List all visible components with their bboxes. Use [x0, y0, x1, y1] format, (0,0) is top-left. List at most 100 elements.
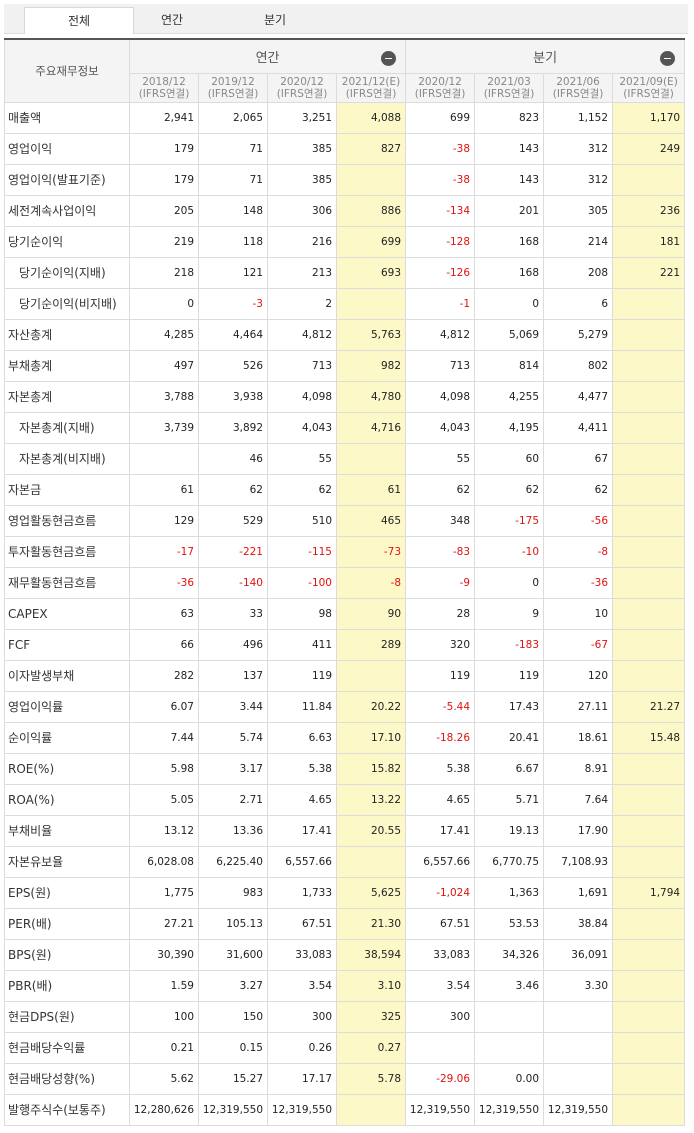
table-cell: 0.27	[335, 1031, 407, 1064]
table-cell: 3,251	[267, 101, 337, 134]
table-cell: 205	[129, 194, 199, 227]
row-label: 영업이익	[4, 132, 130, 165]
table-cell: -38	[405, 163, 476, 196]
table-cell	[405, 1031, 476, 1064]
column-header: 2021/12(E) (IFRS연결)	[335, 72, 407, 103]
table-cell: -10	[474, 535, 545, 568]
table-cell: 12,319,550	[474, 1093, 545, 1126]
collapse-annual-icon[interactable]	[381, 51, 397, 66]
table-cell: 17.41	[405, 814, 476, 847]
table-cell: 33	[198, 597, 268, 630]
table-cell: 98	[267, 597, 337, 630]
table-cell: 62	[405, 473, 476, 506]
row-label: 자산총계	[4, 318, 130, 351]
table-cell: 3.10	[335, 969, 407, 1002]
column-period: 2018/12	[142, 75, 186, 88]
row-label: 당기순이익(비지배)	[4, 287, 130, 320]
table-cell: -56	[543, 504, 614, 537]
table-cell	[612, 566, 686, 599]
table-cell: -9	[405, 566, 476, 599]
row-label: 영업이익(발표기준)	[4, 163, 130, 196]
table-cell: 150	[198, 1000, 268, 1033]
table-cell	[612, 163, 686, 196]
table-cell: 3,739	[129, 411, 199, 444]
row-label: CAPEX	[4, 597, 130, 630]
column-period: 2021/09(E)	[619, 75, 678, 88]
table-cell: 0	[474, 287, 545, 320]
table-row: 현금DPS(원) 100 150 300 325 300	[4, 1000, 686, 1033]
table-cell: 4,780	[335, 380, 407, 413]
row-label: ROA(%)	[4, 783, 130, 816]
table-cell: 6.63	[267, 721, 337, 754]
tab-all[interactable]: 전체	[24, 7, 134, 34]
table-cell	[474, 1031, 545, 1064]
table-cell: 21.30	[335, 907, 407, 940]
column-header: 2020/12 (IFRS연결)	[405, 72, 476, 103]
table-cell: 4,043	[267, 411, 337, 444]
table-cell: 312	[543, 132, 614, 165]
table-cell: -175	[474, 504, 545, 537]
table-cell: 4,812	[405, 318, 476, 351]
table-row: 현금배당수익률 0.21 0.15 0.26 0.27	[4, 1031, 686, 1064]
row-label: FCF	[4, 628, 130, 661]
table-cell: 27.11	[543, 690, 614, 723]
table-row: 자본총계(비지배) 46 55 55 60 67	[4, 442, 686, 475]
row-label: 당기순이익(지배)	[4, 256, 130, 289]
table-cell: 4,285	[129, 318, 199, 351]
table-cell	[543, 1000, 614, 1033]
table-cell: 67.51	[267, 907, 337, 940]
tab-quarter[interactable]: 분기	[263, 13, 287, 27]
table-cell	[612, 318, 686, 351]
table-cell: -1,024	[405, 876, 476, 909]
table-cell: 179	[129, 163, 199, 196]
table-cell: 5.74	[198, 721, 268, 754]
tab-annual[interactable]: 연간	[160, 13, 184, 27]
table-cell: 60	[474, 442, 545, 475]
table-cell: 411	[267, 628, 337, 661]
table-cell: 3.30	[543, 969, 614, 1002]
table-cell: 6,028.08	[129, 845, 199, 878]
table-cell: 168	[474, 225, 545, 258]
table-cell: 61	[335, 473, 407, 506]
table-cell: 4,812	[267, 318, 337, 351]
table-cell: 1,775	[129, 876, 199, 909]
table-cell: 249	[612, 132, 686, 165]
table-cell: 17.10	[335, 721, 407, 754]
financial-rows: 매출액 2,941 2,065 3,251 4,088 699 823 1,152 1,170 영…	[4, 101, 686, 1126]
row-label: PBR(배)	[4, 969, 130, 1002]
table-cell: 90	[335, 597, 407, 630]
table-row: 영업이익률 6.07 3.44 11.84 20.22 -5.44 17.43 27.11 21…	[4, 690, 686, 723]
row-label: BPS(원)	[4, 938, 130, 971]
table-cell: 2,065	[198, 101, 268, 134]
table-cell: 10	[543, 597, 614, 630]
table-cell: 529	[198, 504, 268, 537]
table-cell	[335, 659, 407, 692]
table-cell: 208	[543, 256, 614, 289]
table-row: 당기순이익(지배) 218 121 213 693 -126 168 208 221	[4, 256, 686, 289]
table-cell: 15.27	[198, 1062, 268, 1095]
table-row: 자산총계 4,285 4,464 4,812 5,763 4,812 5,069 5,279	[4, 318, 686, 351]
table-row: EPS(원) 1,775 983 1,733 5,625 -1,024 1,363 1,691…	[4, 876, 686, 909]
table-cell: 179	[129, 132, 199, 165]
table-cell: 3.46	[474, 969, 545, 1002]
collapse-quarter-icon[interactable]	[660, 51, 676, 66]
column-basis: (IFRS연결)	[623, 87, 674, 100]
table-cell: 7,108.93	[543, 845, 614, 878]
table-cell: 983	[198, 876, 268, 909]
column-period: 2021/06	[556, 75, 600, 88]
row-label: PER(배)	[4, 907, 130, 940]
table-row: 영업이익 179 71 385 827 -38 143 312 249	[4, 132, 686, 165]
table-cell: 118	[198, 225, 268, 258]
table-cell: -36	[129, 566, 199, 599]
table-cell: 67.51	[405, 907, 476, 940]
table-cell	[335, 845, 407, 878]
table-cell: 214	[543, 225, 614, 258]
column-basis: (IFRS연결)	[276, 87, 328, 100]
table-row: 순이익률 7.44 5.74 6.63 17.10 -18.26 20.41 18.61 15.…	[4, 721, 686, 754]
table-cell: 216	[267, 225, 337, 258]
table-cell: 6,557.66	[405, 845, 476, 878]
table-cell	[612, 969, 686, 1002]
column-header: 2021/03 (IFRS연결)	[474, 72, 545, 103]
table-cell: 300	[267, 1000, 337, 1033]
row-label: 투자활동현금흐름	[4, 535, 130, 568]
